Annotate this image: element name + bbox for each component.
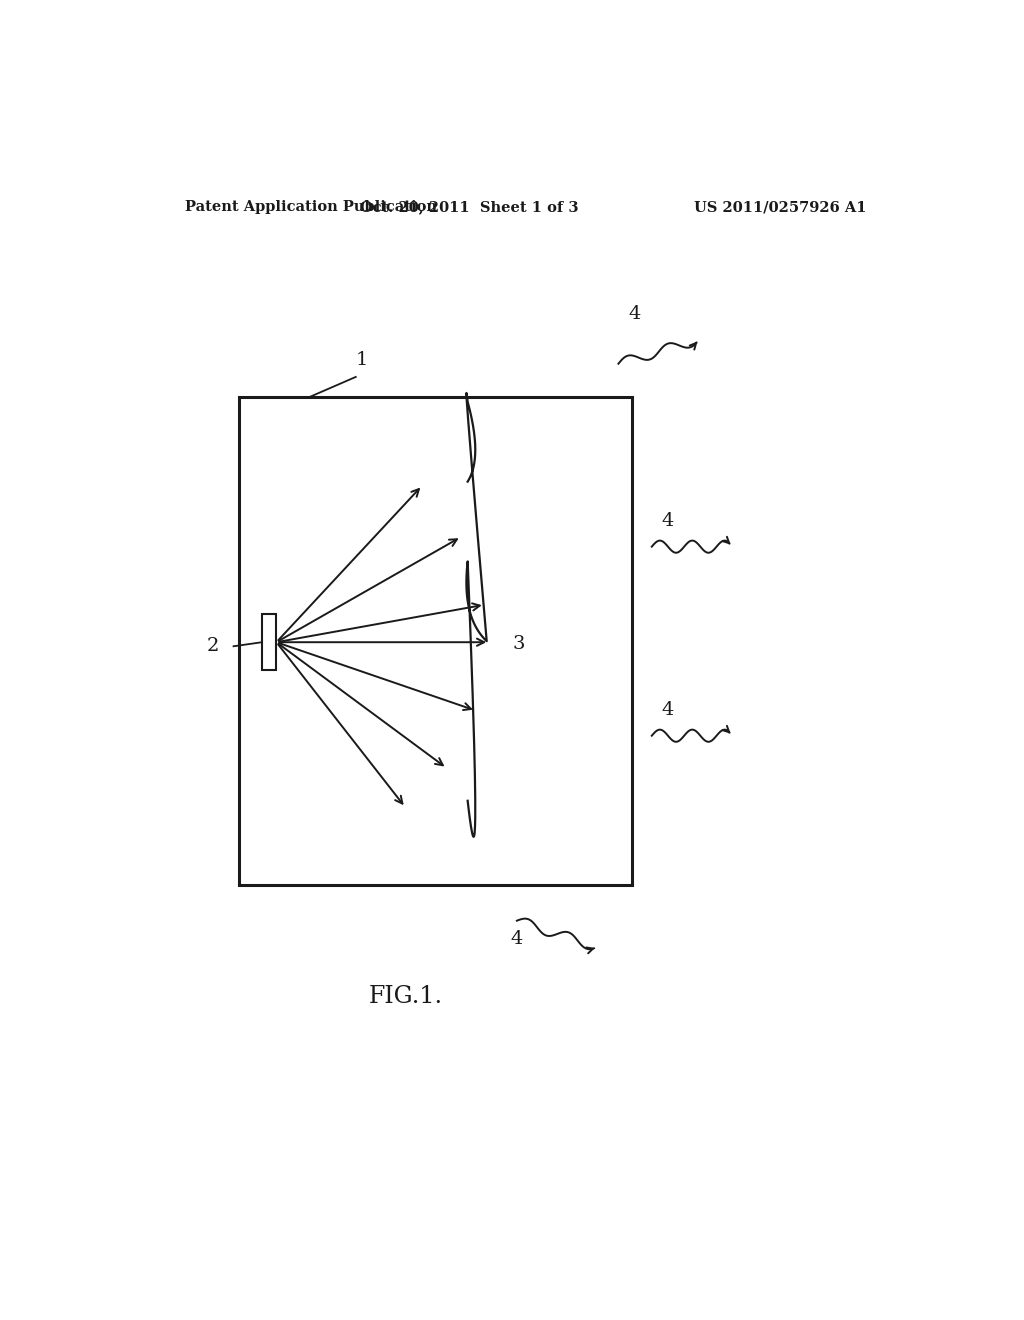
Text: Patent Application Publication: Patent Application Publication	[185, 201, 437, 214]
Text: 1: 1	[356, 351, 369, 368]
Text: 4: 4	[628, 305, 640, 323]
Text: Oct. 20, 2011  Sheet 1 of 3: Oct. 20, 2011 Sheet 1 of 3	[360, 201, 579, 214]
Text: 4: 4	[511, 929, 523, 948]
Bar	[240, 397, 632, 886]
Text: US 2011/0257926 A1: US 2011/0257926 A1	[693, 201, 866, 214]
Text: 2: 2	[207, 638, 219, 655]
Text: 3: 3	[513, 635, 525, 653]
Text: FIG.1.: FIG.1.	[369, 986, 442, 1008]
Text: 4: 4	[662, 701, 674, 719]
Text: 4: 4	[662, 512, 674, 531]
Bar	[262, 614, 276, 671]
